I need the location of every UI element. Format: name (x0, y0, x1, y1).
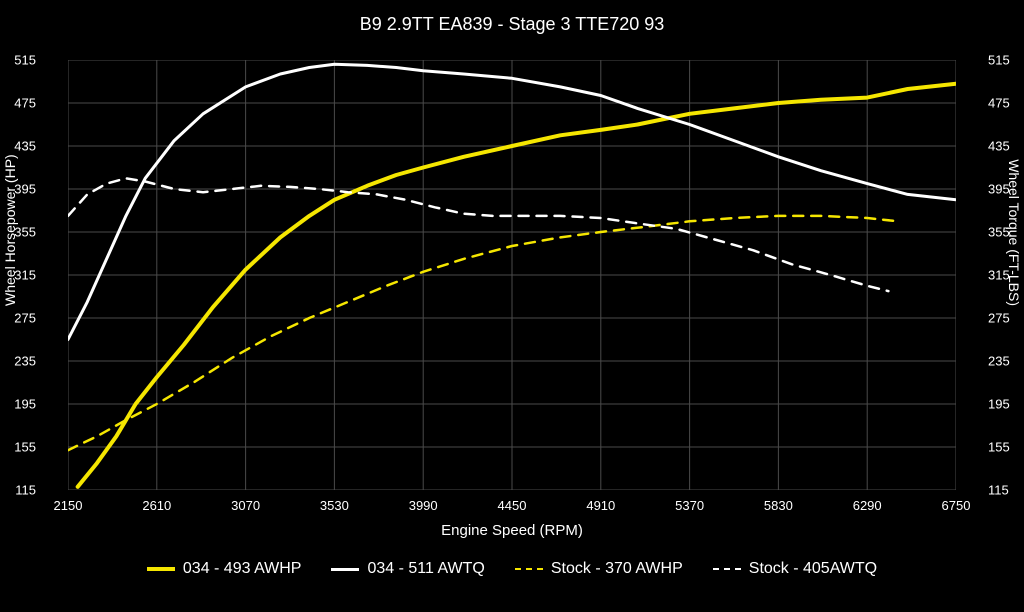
x-tick: 4910 (586, 498, 615, 513)
legend-swatch (331, 568, 359, 571)
x-tick: 3990 (409, 498, 438, 513)
dyno-chart: B9 2.9TT EA839 - Stage 3 TTE720 93 115 15… (0, 0, 1024, 612)
y-tick-right: 115 (988, 483, 1009, 498)
legend-item: 034 - 511 AWTQ (331, 560, 484, 578)
legend-label: Stock - 405AWTQ (749, 560, 877, 578)
legend-item: 034 - 493 AWHP (147, 560, 302, 578)
y-tick-left: 115 (15, 483, 36, 498)
y-tick-right: 195 (988, 397, 1010, 412)
legend-item: Stock - 405AWTQ (713, 560, 877, 578)
legend-label: 034 - 511 AWTQ (367, 560, 484, 578)
y-tick-right: 235 (988, 354, 1010, 369)
x-tick: 6750 (942, 498, 971, 513)
x-tick: 6290 (853, 498, 882, 513)
series-line (68, 178, 888, 291)
x-tick: 4450 (498, 498, 527, 513)
y-axis-left-label: Wheel Horsepower (HP) (2, 154, 18, 306)
x-tick: 2150 (54, 498, 83, 513)
legend-label: Stock - 370 AWHP (551, 560, 683, 578)
y-tick-right: 155 (988, 440, 1010, 455)
y-tick-right: 475 (988, 96, 1010, 111)
x-tick: 5830 (764, 498, 793, 513)
chart-title: B9 2.9TT EA839 - Stage 3 TTE720 93 (0, 14, 1024, 35)
x-tick: 3530 (320, 498, 349, 513)
legend-swatch (515, 568, 543, 570)
y-tick-right: 275 (988, 311, 1010, 326)
x-axis-label: Engine Speed (RPM) (0, 522, 1024, 539)
y-tick-left: 275 (14, 311, 36, 326)
legend-swatch (147, 567, 175, 571)
y-tick-right: 435 (988, 139, 1010, 154)
x-tick: 2610 (142, 498, 171, 513)
y-tick-left: 475 (14, 96, 36, 111)
legend-label: 034 - 493 AWHP (183, 560, 302, 578)
y-tick-left: 435 (14, 139, 36, 154)
x-tick: 3070 (231, 498, 260, 513)
legend-item: Stock - 370 AWHP (515, 560, 683, 578)
legend: 034 - 493 AWHP 034 - 511 AWTQ Stock - 370 … (0, 560, 1024, 578)
y-tick-left: 235 (14, 354, 36, 369)
x-tick: 5370 (675, 498, 704, 513)
plot-svg (68, 60, 956, 490)
y-tick-left: 195 (14, 397, 36, 412)
y-axis-right-label: Wheel Torque (FT-LBS) (1006, 159, 1022, 306)
series-line (78, 84, 956, 487)
y-tick-left: 515 (14, 53, 36, 68)
y-tick-right: 515 (988, 53, 1010, 68)
legend-swatch (713, 568, 741, 570)
plot-area (68, 60, 956, 490)
y-tick-left: 155 (14, 440, 36, 455)
